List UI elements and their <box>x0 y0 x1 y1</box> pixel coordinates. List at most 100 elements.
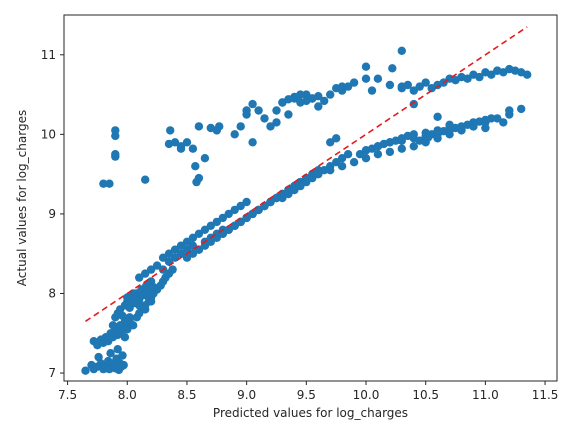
data-point <box>385 80 395 90</box>
data-point <box>469 122 478 131</box>
data-point <box>135 273 144 282</box>
data-point <box>284 189 293 199</box>
y-tick-label: 10 <box>41 127 56 141</box>
data-point <box>123 293 132 302</box>
data-point <box>224 225 233 234</box>
data-point <box>212 217 221 227</box>
data-point <box>337 162 347 171</box>
data-point <box>129 321 138 330</box>
data-point <box>248 138 257 147</box>
data-point <box>206 123 215 133</box>
data-point <box>409 99 418 109</box>
data-point <box>224 209 233 219</box>
data-point <box>182 237 192 246</box>
y-axis-ticks: 7 8 9 10 11 <box>41 48 64 380</box>
data-point <box>415 136 424 145</box>
x-tick-label: 9.0 <box>237 388 256 402</box>
data-point <box>118 351 127 360</box>
data-point <box>242 106 251 115</box>
data-point <box>194 229 204 238</box>
data-point <box>200 154 210 163</box>
data-point <box>242 197 251 207</box>
data-point <box>194 122 204 131</box>
data-point <box>493 66 502 75</box>
data-point <box>326 90 335 99</box>
data-point <box>152 261 162 270</box>
data-point <box>397 144 406 153</box>
data-point <box>254 106 263 115</box>
data-point <box>439 127 448 136</box>
data-point <box>191 162 200 171</box>
data-point <box>182 138 192 147</box>
data-point <box>260 114 269 123</box>
y-tick-label: 7 <box>48 366 56 380</box>
data-point <box>106 349 115 358</box>
data-point <box>349 158 359 167</box>
x-tick-label: 7.5 <box>58 388 77 402</box>
data-point <box>355 150 365 159</box>
data-point <box>302 177 311 187</box>
data-point <box>166 126 175 135</box>
x-tick-label: 8.5 <box>177 388 196 402</box>
data-point <box>135 301 144 310</box>
data-point <box>409 142 418 151</box>
data-point <box>487 70 496 79</box>
data-point <box>218 213 227 223</box>
data-point <box>105 179 114 188</box>
data-point <box>99 179 108 188</box>
reference-line-layer <box>85 26 528 322</box>
data-point <box>236 122 245 131</box>
data-point <box>517 104 526 114</box>
data-point <box>194 173 204 183</box>
data-point <box>385 147 395 157</box>
data-point <box>236 201 245 211</box>
data-point <box>206 237 215 246</box>
data-point <box>463 74 472 83</box>
data-point <box>505 106 514 115</box>
data-point <box>388 64 397 73</box>
data-points <box>81 46 532 375</box>
y-tick-label: 11 <box>41 48 56 62</box>
x-axis-label: Predicted values for log_charges <box>213 406 408 420</box>
data-point <box>332 134 341 143</box>
data-point <box>284 110 293 119</box>
data-point <box>326 138 335 147</box>
data-point <box>308 173 317 183</box>
data-point <box>230 130 239 139</box>
data-point <box>343 82 353 91</box>
x-tick-label: 10.5 <box>412 388 439 402</box>
data-point <box>215 122 224 131</box>
y-tick-label: 9 <box>48 207 56 221</box>
data-point <box>266 122 275 131</box>
reference-line <box>85 26 528 322</box>
data-point <box>445 120 454 129</box>
data-point <box>415 82 424 91</box>
data-point <box>397 46 406 55</box>
data-point <box>314 169 323 179</box>
data-point <box>493 114 502 123</box>
data-point <box>409 130 418 139</box>
y-tick-label: 8 <box>48 286 56 300</box>
data-point <box>349 78 359 87</box>
y-axis-label: Actual values for log_charges <box>15 110 29 286</box>
data-point <box>423 133 433 142</box>
data-point <box>170 245 180 254</box>
data-point <box>499 118 508 127</box>
data-point <box>123 325 132 334</box>
data-point <box>337 154 347 163</box>
data-point <box>168 265 177 274</box>
data-point <box>141 305 150 314</box>
data-point <box>146 265 156 274</box>
data-point <box>164 249 174 258</box>
data-point <box>272 106 281 115</box>
data-point <box>108 321 118 330</box>
data-point <box>111 126 120 135</box>
data-point <box>457 125 466 134</box>
x-tick-label: 9.5 <box>297 388 316 402</box>
data-point <box>481 123 490 133</box>
data-point <box>158 253 168 262</box>
data-point <box>332 158 341 167</box>
data-point <box>409 86 418 95</box>
data-point <box>278 193 287 203</box>
